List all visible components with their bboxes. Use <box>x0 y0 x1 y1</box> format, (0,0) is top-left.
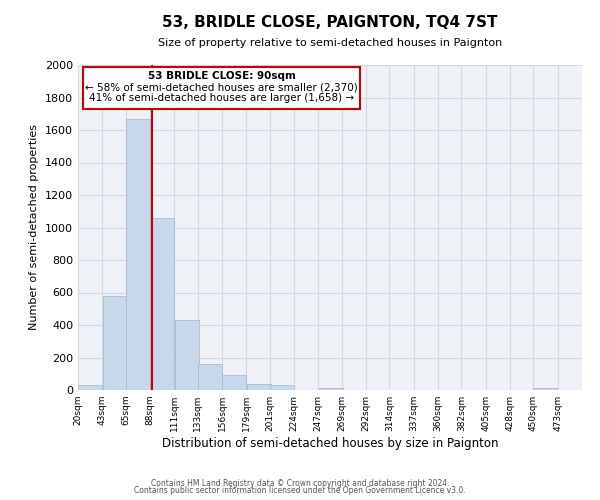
Bar <box>319 388 343 390</box>
Bar <box>175 320 199 390</box>
Bar <box>198 364 222 390</box>
Text: 53, BRIDLE CLOSE, PAIGNTON, TQ4 7ST: 53, BRIDLE CLOSE, PAIGNTON, TQ4 7ST <box>162 15 498 30</box>
Bar <box>150 218 174 390</box>
Bar <box>126 118 150 390</box>
Text: 53 BRIDLE CLOSE: 90sqm: 53 BRIDLE CLOSE: 90sqm <box>148 70 296 81</box>
Text: 41% of semi-detached houses are larger (1,658) →: 41% of semi-detached houses are larger (… <box>89 94 354 104</box>
Text: Contains HM Land Registry data © Crown copyright and database right 2024.: Contains HM Land Registry data © Crown c… <box>151 478 449 488</box>
Bar <box>78 385 102 390</box>
Y-axis label: Number of semi-detached properties: Number of semi-detached properties <box>29 124 40 330</box>
Bar <box>103 296 127 390</box>
FancyBboxPatch shape <box>83 66 360 109</box>
Bar <box>247 384 271 390</box>
X-axis label: Distribution of semi-detached houses by size in Paignton: Distribution of semi-detached houses by … <box>162 437 498 450</box>
Bar <box>533 388 557 390</box>
Bar <box>222 376 246 390</box>
Bar <box>270 385 294 390</box>
Text: Size of property relative to semi-detached houses in Paignton: Size of property relative to semi-detach… <box>158 38 502 48</box>
Text: Contains public sector information licensed under the Open Government Licence v3: Contains public sector information licen… <box>134 486 466 495</box>
Text: ← 58% of semi-detached houses are smaller (2,370): ← 58% of semi-detached houses are smalle… <box>85 82 358 92</box>
